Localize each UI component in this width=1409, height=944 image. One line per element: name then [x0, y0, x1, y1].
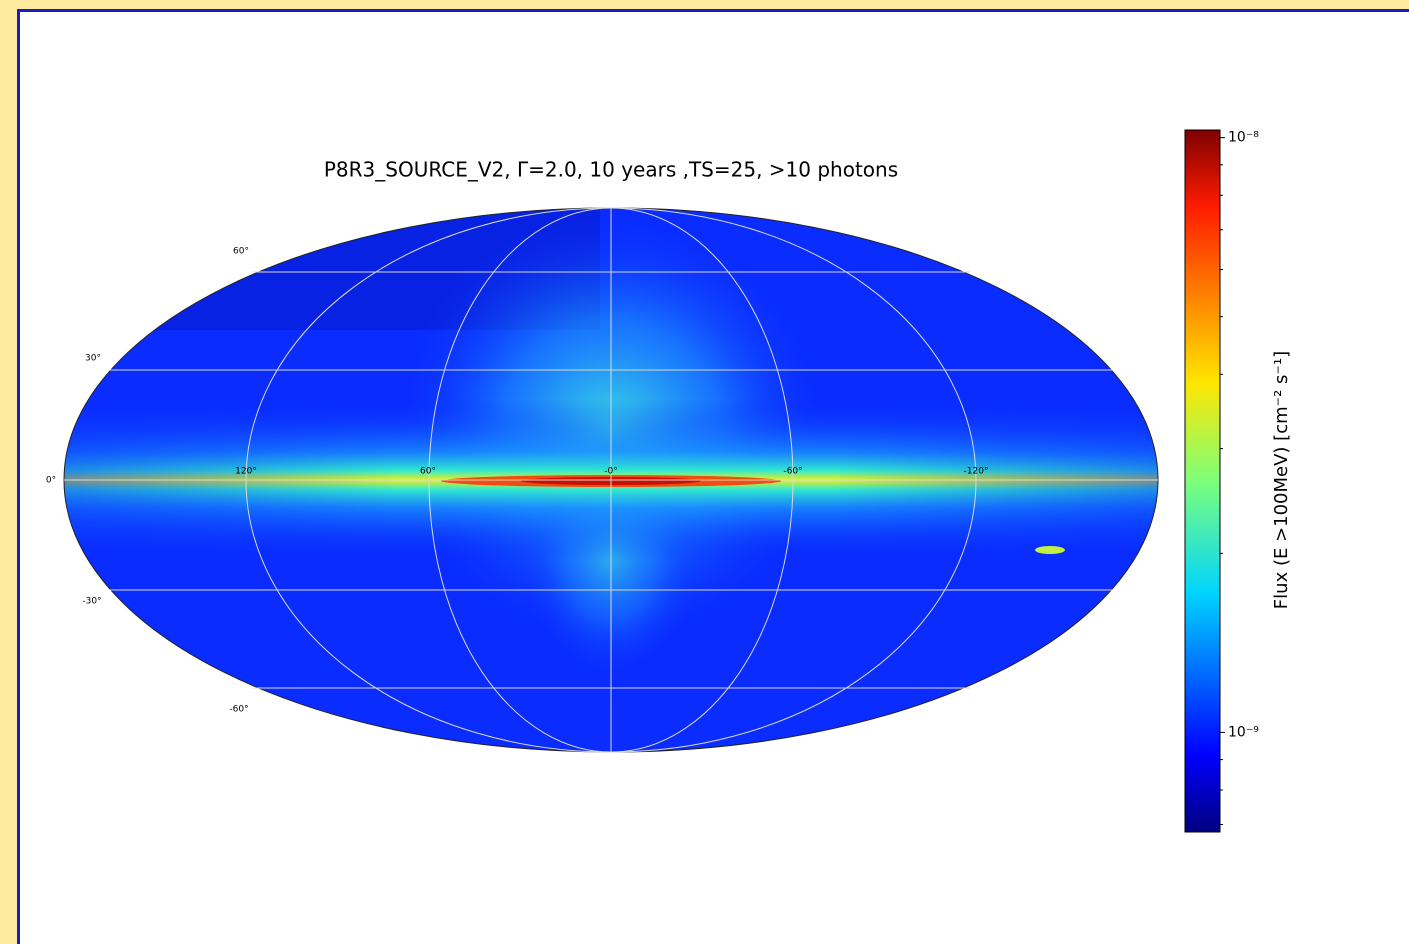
colorbar [1185, 130, 1220, 832]
longitude-label: 60° [420, 467, 436, 477]
longitude-label: -60° [783, 467, 802, 477]
colorbar-tick-label: 10⁻⁹ [1228, 724, 1259, 740]
colorbar-tick-label: 10⁻⁸ [1228, 130, 1259, 146]
sky-map [0, 150, 1170, 760]
page: P8R3_SOURCE_V2, Γ=2.0, 10 years ,TS=25, … [0, 0, 1409, 944]
sky-map-figure: P8R3_SOURCE_V2, Γ=2.0, 10 years ,TS=25, … [0, 0, 1409, 944]
latitude-label: 30° [85, 354, 101, 364]
colorbar-label: Flux (E >100MeV) [cm⁻² s⁻¹] [1271, 351, 1292, 609]
longitude-label: -120° [964, 467, 989, 477]
longitude-label: 120° [235, 467, 257, 477]
latitude-label: 60° [233, 247, 249, 257]
latitude-label: -30° [82, 597, 101, 607]
longitude-label: -0° [604, 467, 617, 477]
latitude-label: 0° [46, 476, 56, 486]
latitude-label: -60° [229, 705, 248, 715]
figure-title: P8R3_SOURCE_V2, Γ=2.0, 10 years ,TS=25, … [324, 158, 898, 182]
